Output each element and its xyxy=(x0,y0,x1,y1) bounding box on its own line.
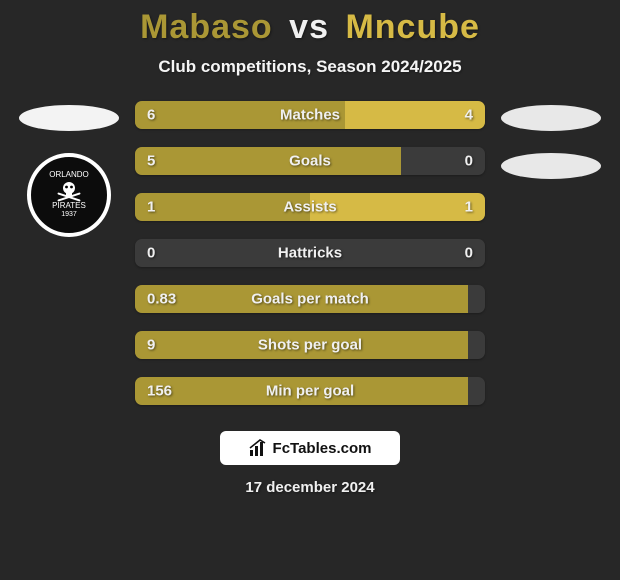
bar-right-value: 0 xyxy=(465,245,473,262)
stat-bar: 156 Min per goal xyxy=(135,377,485,405)
bar-chart-icon xyxy=(249,439,267,457)
bar-label: Min per goal xyxy=(266,383,354,400)
bar-right-value: 4 xyxy=(465,107,473,124)
bar-label: Matches xyxy=(280,107,340,124)
bar-label: Goals per match xyxy=(251,291,369,308)
bar-right-value: 1 xyxy=(465,199,473,216)
bars-column: 6 4 Matches 5 0 Goals 1 1 Assists 0 0 Hattricks 0.83… xyxy=(135,101,485,405)
bar-left-fill xyxy=(135,147,401,175)
bar-label: Assists xyxy=(283,199,336,216)
bar-left-value: 156 xyxy=(147,383,172,400)
right-ellipse-shape-2 xyxy=(501,153,601,179)
bar-left-value: 5 xyxy=(147,153,155,170)
club-badge-inner: ORLANDO PIRATES 1937 xyxy=(36,162,102,228)
stat-bar: 9 Shots per goal xyxy=(135,331,485,359)
brand-badge: FcTables.com xyxy=(220,431,400,465)
title-player2: Mncube xyxy=(345,8,479,46)
bar-left-value: 1 xyxy=(147,199,155,216)
right-side-column xyxy=(501,101,601,179)
body-row: ORLANDO PIRATES 1937 xyxy=(0,101,620,405)
brand-text: FcTables.com xyxy=(273,440,372,457)
badge-top-text: ORLANDO xyxy=(49,171,89,180)
bar-left-value: 9 xyxy=(147,337,155,354)
bar-right-value: 0 xyxy=(465,153,473,170)
page-title: Mabaso vs Mncube xyxy=(0,8,620,47)
bar-label: Hattricks xyxy=(278,245,342,262)
subtitle: Club competitions, Season 2024/2025 xyxy=(0,57,620,77)
bar-left-value: 0 xyxy=(147,245,155,262)
skull-crossbones-icon xyxy=(55,180,83,202)
bar-label: Shots per goal xyxy=(258,337,362,354)
bar-label: Goals xyxy=(289,153,331,170)
stat-bar: 0.83 Goals per match xyxy=(135,285,485,313)
title-player1: Mabaso xyxy=(140,8,273,46)
bar-left-value: 6 xyxy=(147,107,155,124)
stat-bar: 0 0 Hattricks xyxy=(135,239,485,267)
stat-bar: 6 4 Matches xyxy=(135,101,485,129)
badge-bottom-text: PIRATES xyxy=(52,202,86,211)
bar-left-value: 0.83 xyxy=(147,291,176,308)
left-ellipse-shape xyxy=(19,105,119,131)
left-side-column: ORLANDO PIRATES 1937 xyxy=(19,101,119,237)
stat-bar: 1 1 Assists xyxy=(135,193,485,221)
title-vs: vs xyxy=(289,8,329,46)
stat-bar: 5 0 Goals xyxy=(135,147,485,175)
date-text: 17 december 2024 xyxy=(0,479,620,496)
badge-year: 1937 xyxy=(61,211,77,219)
right-ellipse-shape-1 xyxy=(501,105,601,131)
comparison-container: Mabaso vs Mncube Club competitions, Seas… xyxy=(0,0,620,580)
club-badge: ORLANDO PIRATES 1937 xyxy=(27,153,111,237)
